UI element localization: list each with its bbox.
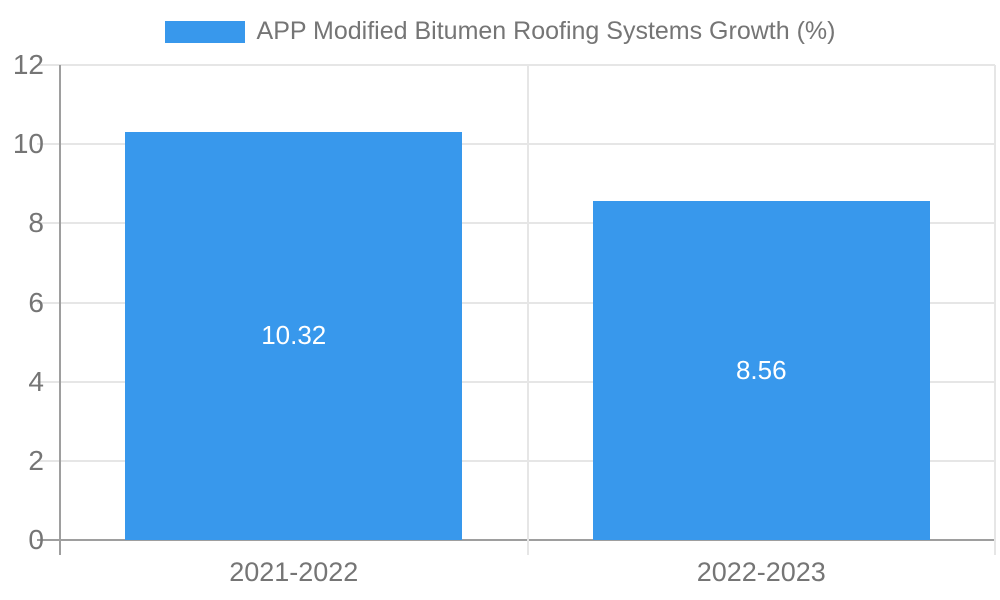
y-tick-label: 2: [28, 444, 44, 476]
y-tick-label: 8: [28, 207, 44, 239]
vertical-gridline: [526, 65, 529, 555]
x-axis-line: [37, 539, 995, 541]
horizontal-gridline: [37, 143, 995, 146]
y-tick-label: 10: [12, 128, 44, 160]
horizontal-gridline: [37, 222, 995, 225]
legend-label: APP Modified Bitumen Roofing Systems Gro…: [256, 17, 836, 46]
bar-value-label: 10.32: [261, 320, 327, 351]
bar[interactable]: 10.32: [125, 131, 463, 540]
vertical-gridline: [994, 65, 996, 555]
horizontal-gridline: [37, 459, 995, 462]
y-tick-label: 6: [28, 286, 44, 318]
horizontal-gridline: [37, 301, 995, 304]
horizontal-gridline: [37, 64, 995, 66]
y-axis-line: [59, 65, 61, 555]
legend-swatch[interactable]: [164, 21, 245, 43]
y-tick-label: 0: [28, 524, 44, 555]
x-tick-label: 2021-2022: [229, 557, 359, 587]
y-tick-label: 12: [12, 49, 44, 80]
bar-value-label: 8.56: [735, 355, 787, 386]
y-tick-label: 4: [28, 365, 44, 397]
plot-area: 0 2 4 6 8 10 12 10.32 2021-2022 8.56 2022-2023: [13, 49, 996, 587]
horizontal-gridline: [37, 380, 995, 383]
x-tick-label: 2022-2023: [696, 557, 826, 587]
bar[interactable]: 8.56: [592, 201, 930, 540]
legend[interactable]: APP Modified Bitumen Roofing Systems Gro…: [0, 14, 1000, 50]
